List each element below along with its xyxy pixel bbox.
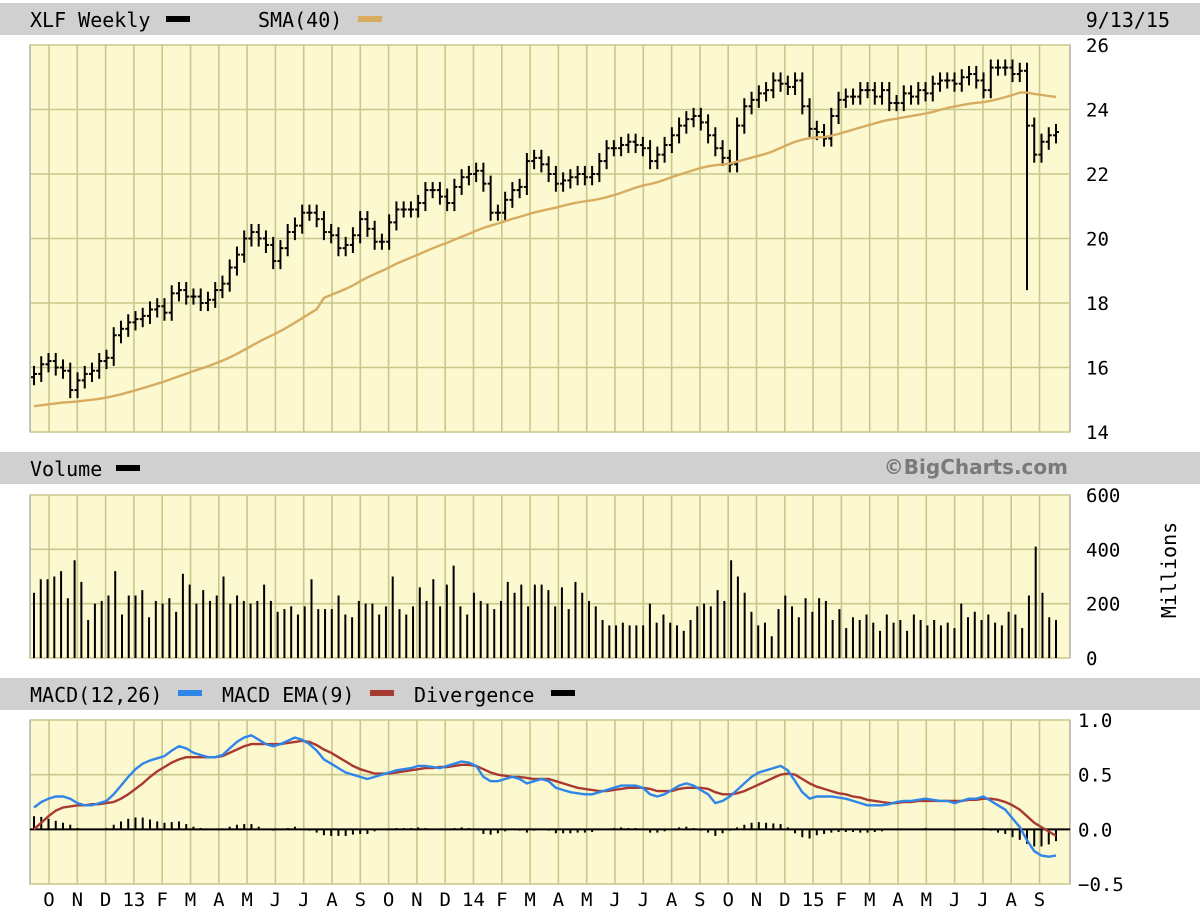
sma-line-group xyxy=(33,91,1057,408)
macd-tick-label: 1.0 xyxy=(1078,710,1112,732)
x-tick-label: J xyxy=(609,889,620,911)
x-tick-label: A xyxy=(326,889,338,911)
volume-legend-swatch xyxy=(116,465,140,471)
x-tick-label: J xyxy=(298,889,309,911)
price-panel-title: XLF Weekly xyxy=(30,8,150,32)
x-tick-label: N xyxy=(72,889,83,911)
macd-tick-label: −0.5 xyxy=(1078,874,1124,896)
x-tick-label: N xyxy=(751,889,762,911)
axis-labels: O N D 13 F M A M J J A S O N D 14 F M A M J J A S O N D 15 F M A M J J A S1… xyxy=(43,35,1123,911)
x-tick-label: D xyxy=(779,889,790,911)
macd-lines xyxy=(30,733,1070,858)
x-tick-label: F xyxy=(496,889,507,911)
price-legend-swatch xyxy=(166,16,190,22)
sma-legend-swatch xyxy=(358,16,382,22)
sma-legend-label: SMA(40) xyxy=(258,8,342,32)
volume-axis-unit: Millions xyxy=(1157,522,1181,618)
price-tick-label: 16 xyxy=(1086,358,1109,380)
x-tick-label: A xyxy=(1005,889,1017,911)
macd-line xyxy=(33,733,1057,858)
volume-tick-label: 0 xyxy=(1086,648,1097,670)
volume-tick-label: 600 xyxy=(1086,485,1120,507)
x-tick-label: S xyxy=(1034,889,1045,911)
x-tick-label: F xyxy=(156,889,167,911)
macd-tick-label: 0.5 xyxy=(1078,765,1112,787)
x-tick-label: O xyxy=(383,889,394,911)
divergence-legend-swatch xyxy=(551,690,575,696)
x-tick-label: J xyxy=(270,889,281,911)
price-tick-label: 26 xyxy=(1086,35,1109,57)
divergence-legend-label: Divergence xyxy=(414,683,534,707)
x-tick-label: M xyxy=(241,889,252,911)
x-tick-label: J xyxy=(977,889,988,911)
price-tick-label: 20 xyxy=(1086,229,1109,251)
macd-panel-title: MACD(12,26) xyxy=(30,683,162,707)
x-tick-label: S xyxy=(694,889,705,911)
x-tick-label: 15 xyxy=(802,889,825,911)
x-tick-label: F xyxy=(836,889,847,911)
x-tick-label: M xyxy=(921,889,932,911)
price-tick-label: 18 xyxy=(1086,293,1109,315)
x-tick-label: D xyxy=(100,889,111,911)
price-tick-label: 22 xyxy=(1086,164,1109,186)
x-tick-label: N xyxy=(411,889,422,911)
x-tick-label: M xyxy=(524,889,535,911)
price-tick-label: 14 xyxy=(1086,422,1109,444)
x-tick-label: 13 xyxy=(122,889,145,911)
sma-line xyxy=(33,91,1057,408)
volume-header-band xyxy=(0,452,1200,484)
price-header-band xyxy=(0,3,1200,35)
macd-tick-label: 0.0 xyxy=(1078,819,1112,841)
x-tick-label: M xyxy=(581,889,592,911)
volume-panel-title: Volume xyxy=(30,457,102,481)
x-tick-label: J xyxy=(949,889,960,911)
x-tick-label: M xyxy=(185,889,196,911)
volume-tick-label: 400 xyxy=(1086,539,1120,561)
macd-ema-legend-label: MACD EMA(9) xyxy=(222,683,354,707)
macd-legend-swatch xyxy=(178,690,202,696)
price-tick-label: 24 xyxy=(1086,100,1109,122)
x-tick-label: A xyxy=(553,889,565,911)
x-tick-label: S xyxy=(355,889,366,911)
x-tick-label: A xyxy=(666,889,678,911)
x-tick-label: A xyxy=(213,889,225,911)
x-tick-label: J xyxy=(638,889,649,911)
x-tick-label: A xyxy=(892,889,904,911)
x-tick-label: M xyxy=(864,889,875,911)
macd-ema-legend-swatch xyxy=(370,690,394,696)
x-tick-label: 14 xyxy=(462,889,485,911)
volume-bars xyxy=(33,546,1057,658)
chart-date: 9/13/15 xyxy=(1086,8,1170,32)
watermark: ©BigCharts.com xyxy=(884,455,1068,479)
volume-tick-label: 200 xyxy=(1086,594,1120,616)
x-tick-label: O xyxy=(722,889,733,911)
x-tick-label: D xyxy=(439,889,450,911)
x-tick-label: O xyxy=(43,889,54,911)
price-bars xyxy=(31,59,1059,399)
